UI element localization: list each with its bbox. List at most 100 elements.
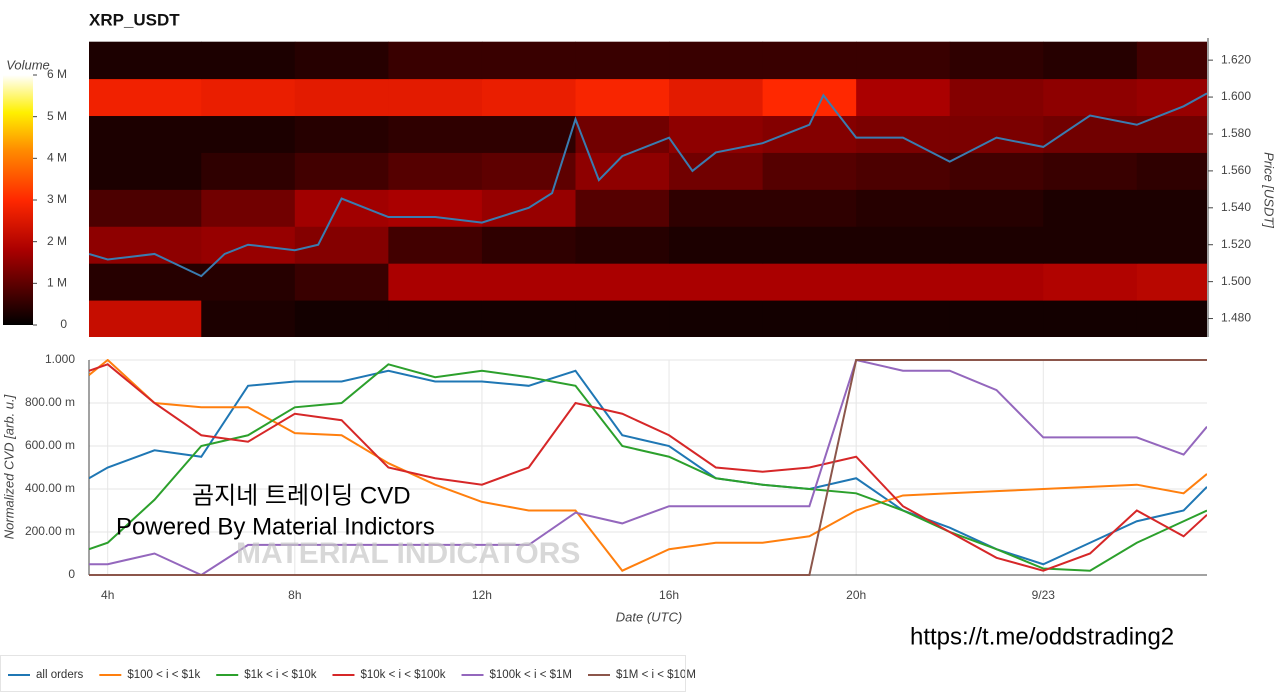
heat-cell [1043,300,1138,337]
heat-cell [201,115,296,153]
heat-cell [89,152,202,190]
series-line [89,359,1207,576]
y-tick-label: 1.560 [1221,163,1251,177]
heat-cell [201,152,296,190]
heat-cell [949,300,1044,337]
heat-cell [949,41,1044,80]
watermark: MATERIAL INDICATORS [236,537,580,570]
series-line [89,369,1207,566]
heat-cell [388,226,483,264]
heat-cell [669,300,764,337]
legend-box [0,655,686,692]
annotation: Powered By Material Indictors [116,513,435,540]
heat-cell [856,226,951,264]
colorbar [3,75,33,325]
heat-cell [89,78,202,117]
heat-cell [294,300,389,337]
heat-cell [669,189,764,227]
heat-cell [575,78,670,117]
heat-cell [1043,78,1138,117]
heat-cell [201,41,296,80]
heat-cell [1136,189,1207,227]
heat-cell [762,189,857,227]
heat-cell [762,41,857,80]
heat-cell [762,152,857,190]
colorbar-tick-label: 6 M [47,67,67,81]
heat-cell [388,115,483,153]
colorbar-tick-label: 1 M [47,276,67,290]
colorbar-tick-label: 0 [60,317,67,331]
legend-label: $100k < i < $1M [490,669,572,681]
heat-cell [294,78,389,117]
y-tick-label: 1.000 [45,352,75,366]
x-tick-label: 20h [846,588,866,602]
heat-cell [1043,263,1138,301]
y-tick-label: 1.580 [1221,126,1251,140]
heat-cell [856,300,951,337]
heat-cell [89,41,202,80]
heat-cell [856,78,951,117]
x-tick-label: 4h [101,588,114,602]
heat-cell [388,152,483,190]
legend-label: all orders [36,669,84,681]
heat-cell [949,115,1044,153]
heat-cell [1043,41,1138,80]
heat-cell [89,115,202,153]
heat-cell [1136,263,1207,301]
heat-cell [669,41,764,80]
legend-label: $1k < i < $10k [244,669,316,681]
y-tick-label: 400.00 m [25,481,75,495]
heat-cell [89,263,202,301]
y-tick-label: 200.00 m [25,524,75,538]
series-line [89,359,1207,576]
y-tick-label: 600.00 m [25,438,75,452]
heat-cell [856,263,951,301]
y-tick-label: 800.00 m [25,395,75,409]
y-tick-label: 1.500 [1221,274,1251,288]
heat-cell [1043,189,1138,227]
heat-cell [949,152,1044,190]
heat-cell [669,115,764,153]
heat-cell [762,263,857,301]
colorbar-tick-label: 2 M [47,234,67,248]
x-axis-label: Date (UTC) [616,609,682,624]
heat-cell [856,41,951,80]
heat-cell [856,152,951,190]
heat-cell [294,226,389,264]
heat-cell [481,41,576,80]
heat-cell [1136,152,1207,190]
y-tick-label: 1.600 [1221,89,1251,103]
heatmap [89,41,1207,337]
legend-label: $10k < i < $100k [360,669,445,681]
y-axis-label: Normalized CVD [arb. u.] [1,394,16,539]
heat-cell [481,263,576,301]
heat-cell [1136,300,1207,337]
heat-cell [1043,226,1138,264]
x-tick-label: 16h [659,588,679,602]
series-line [89,363,1207,572]
annotation: 곰지네 트레이딩 CVD [192,482,411,509]
heat-cell [294,263,389,301]
y-tick-label: 1.620 [1221,52,1251,66]
x-tick-label: 9/23 [1032,588,1056,602]
heat-cell [575,263,670,301]
url-text: https://t.me/oddstrading2 [910,623,1174,650]
colorbar-tick-label: 3 M [47,192,67,206]
heat-cell [201,189,296,227]
heat-cell [481,115,576,153]
colorbar-label: Volume [6,57,50,72]
heat-cell [1043,152,1138,190]
heat-cell [762,226,857,264]
heat-cell [201,263,296,301]
heat-cell [89,189,202,227]
x-tick-label: 12h [472,588,492,602]
heat-cell [856,115,951,153]
lines [89,359,1207,576]
price-line [89,92,1207,278]
y-axis-label: Price [USDT] [1262,152,1277,228]
heat-cell [388,41,483,80]
heat-cell [1136,78,1207,117]
heat-cell [575,189,670,227]
heat-cell [1136,115,1207,153]
